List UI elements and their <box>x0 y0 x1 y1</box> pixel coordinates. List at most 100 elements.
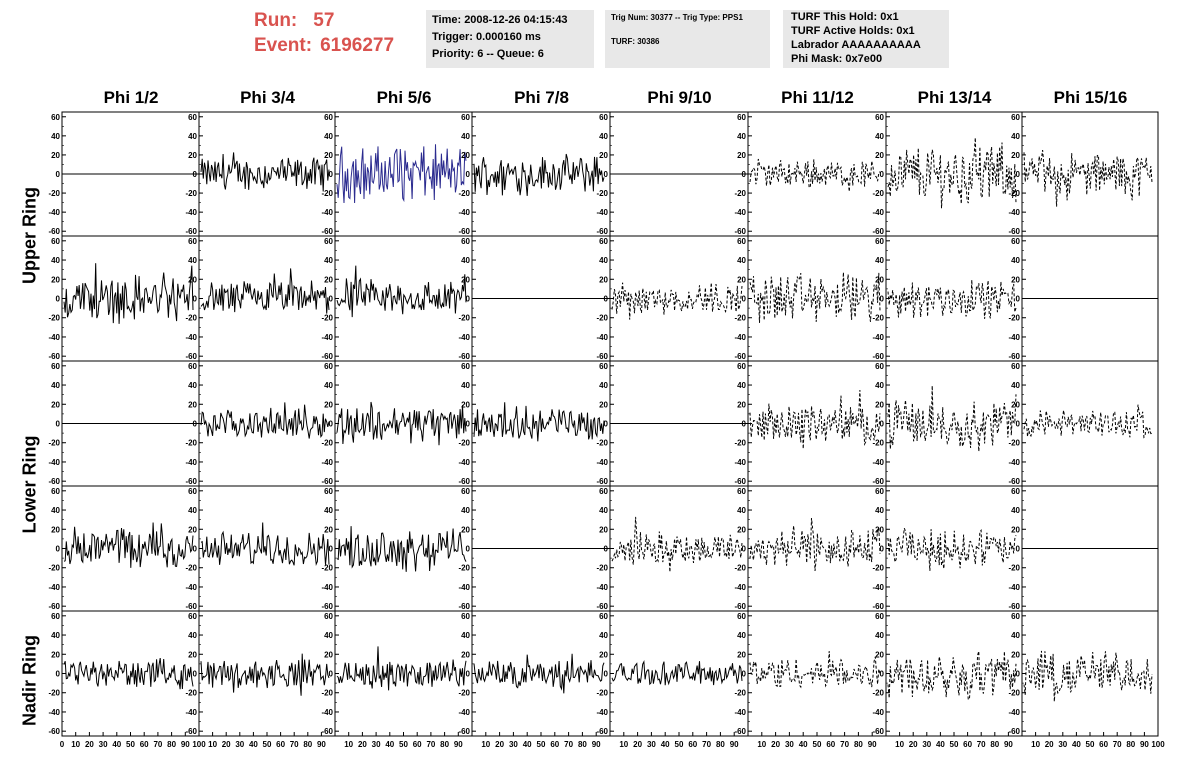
y-tick-label: 60 <box>737 487 746 496</box>
y-tick-label: 0 <box>604 295 609 304</box>
x-tick-label: 30 <box>372 740 381 749</box>
y-tick-label: -20 <box>185 564 197 573</box>
panel-frame <box>885 111 1023 237</box>
trace-line <box>611 516 743 573</box>
y-tick-label: 60 <box>875 487 884 496</box>
y-tick-label: 60 <box>1011 362 1020 371</box>
y-tick-label: -20 <box>1008 314 1020 323</box>
y-tick-label: 40 <box>461 506 470 515</box>
y-tick-label: 40 <box>875 631 884 640</box>
y-tick-label: 0 <box>193 420 198 429</box>
y-tick-label: -40 <box>185 583 197 592</box>
y-tick-label: 60 <box>599 362 608 371</box>
x-tick-label: 20 <box>358 740 367 749</box>
y-tick-label: 40 <box>188 631 197 640</box>
y-tick-label: 40 <box>599 381 608 390</box>
trig-num-text: Trig Num: 30377 -- Trig Type: PPS1 <box>611 13 743 22</box>
y-tick-label: 0 <box>466 420 471 429</box>
trace-line <box>473 653 605 694</box>
y-tick-label: 40 <box>737 506 746 515</box>
waveform-panel-r4-c0: 60 40 20 0 -20 -40 -60 <box>48 610 200 737</box>
y-tick-label: 0 <box>329 295 334 304</box>
y-tick-label: -60 <box>48 227 60 236</box>
x-tick-label: 100 <box>192 740 206 749</box>
y-tick-label: 60 <box>324 237 333 246</box>
y-tick-label: -20 <box>48 439 60 448</box>
y-tick-label: 60 <box>1011 113 1020 122</box>
waveform-panel-r0-c5: 60 40 20 0 -20 -40 -60 <box>734 111 887 237</box>
y-tick-label: -40 <box>1008 208 1020 217</box>
y-tick-label: 40 <box>737 381 746 390</box>
panel-frame <box>609 610 749 737</box>
x-tick-label: 90 <box>181 740 190 749</box>
x-tick-label: 20 <box>909 740 918 749</box>
trace-line <box>611 659 743 686</box>
y-tick-label: -60 <box>185 727 197 736</box>
y-tick-label: -20 <box>596 689 608 698</box>
x-tick-label: 50 <box>537 740 546 749</box>
trace-line <box>473 402 605 442</box>
x-tick-label: 60 <box>1099 740 1108 749</box>
x-tick-label: 10 <box>895 740 904 749</box>
y-tick-label: -20 <box>185 314 197 323</box>
y-tick-label: -20 <box>872 314 884 323</box>
y-tick-label: -40 <box>48 208 60 217</box>
trace-line <box>887 279 1017 319</box>
time-text: Time: 2008-12-26 04:15:43 <box>432 14 568 26</box>
x-tick-label: 0 <box>60 740 65 749</box>
x-tick-label: 10 <box>481 740 490 749</box>
x-tick-label: 80 <box>303 740 312 749</box>
trace-line <box>336 144 467 204</box>
y-tick-label: -40 <box>872 708 884 717</box>
y-tick-label: -40 <box>48 583 60 592</box>
y-tick-label: -40 <box>872 583 884 592</box>
y-tick-label: -20 <box>1008 439 1020 448</box>
phi-header-4: Phi 7/8 <box>514 88 569 107</box>
x-tick-label: 50 <box>263 740 272 749</box>
x-tick-label: 10 <box>619 740 628 749</box>
turf-info-panel: TURF This Hold: 0x1 TURF Active Holds: 0… <box>783 10 949 68</box>
waveform-panel-r1-c0: 60 40 20 0 -20 -40 -60 <box>48 235 200 362</box>
trace-line <box>200 152 330 192</box>
y-tick-label: 20 <box>188 525 197 534</box>
y-tick-label: -40 <box>596 458 608 467</box>
y-tick-label: -40 <box>734 208 746 217</box>
run-event-block: Run: 57 Event: 6196277 <box>254 8 394 58</box>
y-tick-label: 0 <box>880 420 885 429</box>
waveform-panel-r1-c1: 60 40 20 0 -20 -40 -60 <box>185 235 336 362</box>
x-tick-label: 30 <box>99 740 108 749</box>
y-tick-label: 60 <box>599 487 608 496</box>
waveform-panel-r4-c3: 60 40 20 0 -20 -40 -60 <box>458 610 611 737</box>
y-tick-label: 40 <box>875 506 884 515</box>
phi-header-6: Phi 11/12 <box>781 88 854 107</box>
x-tick-label: 30 <box>235 740 244 749</box>
y-tick-label: -40 <box>872 458 884 467</box>
x-tick-label: 30 <box>785 740 794 749</box>
y-tick-label: -20 <box>596 564 608 573</box>
x-tick-label: 30 <box>1058 740 1067 749</box>
y-tick-label: 0 <box>56 295 61 304</box>
panel-frame <box>1021 111 1159 237</box>
y-tick-label: 40 <box>737 631 746 640</box>
waveform-panel-r4-c7: 60 40 20 0 -20 -40 -60 <box>1008 610 1159 737</box>
priority-text: Priority: 6 -- Queue: 6 <box>432 48 544 60</box>
y-tick-label: -60 <box>48 602 60 611</box>
y-tick-label: 60 <box>461 237 470 246</box>
x-tick-label: 50 <box>399 740 408 749</box>
waveform-panel-r1-c5: 60 40 20 0 -20 -40 -60 <box>734 235 887 362</box>
y-tick-label: 40 <box>461 132 470 141</box>
y-tick-label: 40 <box>599 132 608 141</box>
waveform-panel-r4-c1: 60 40 20 0 -20 -40 -60 <box>185 610 336 737</box>
y-tick-label: 0 <box>56 670 61 679</box>
panel-frame <box>747 235 887 362</box>
y-tick-label: 0 <box>466 545 471 554</box>
y-tick-label: 20 <box>875 650 884 659</box>
y-tick-label: -60 <box>596 352 608 361</box>
y-tick-label: -60 <box>458 227 470 236</box>
y-tick-label: 20 <box>1011 650 1020 659</box>
y-tick-label: 40 <box>461 256 470 265</box>
y-tick-label: 20 <box>324 151 333 160</box>
y-tick-label: 20 <box>461 650 470 659</box>
panel-frame <box>609 485 749 612</box>
x-tick-label: 70 <box>290 740 299 749</box>
